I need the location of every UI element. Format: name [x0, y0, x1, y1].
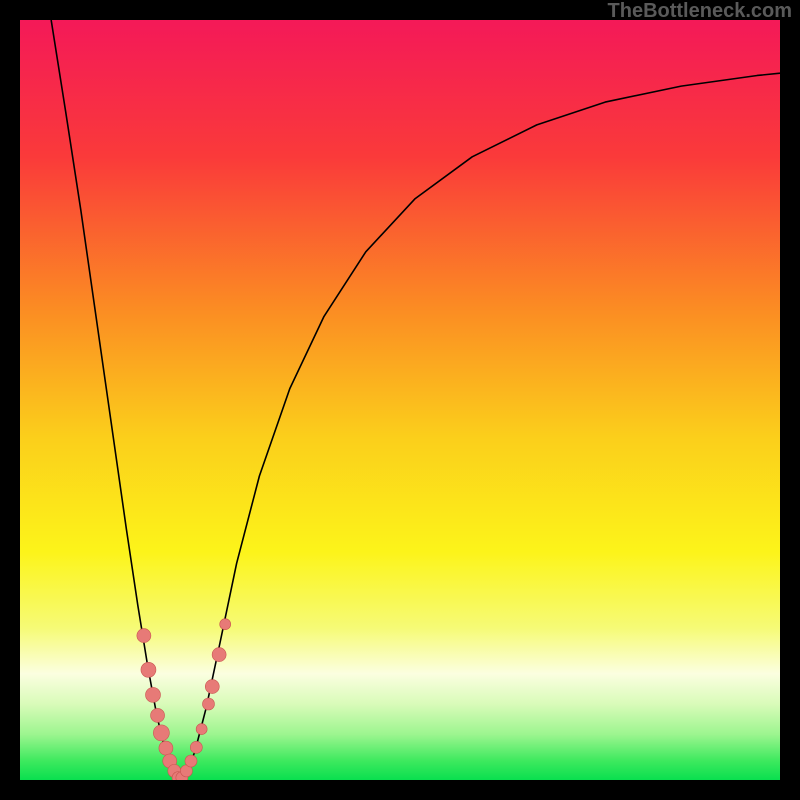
data-marker [141, 662, 156, 677]
chart-root: TheBottleneck.com [0, 0, 800, 800]
data-marker [205, 680, 219, 694]
data-marker [137, 629, 151, 643]
data-marker [196, 724, 207, 735]
data-marker [185, 755, 197, 767]
data-marker [202, 698, 214, 710]
data-marker [190, 741, 202, 753]
data-marker [146, 687, 161, 702]
data-marker [151, 708, 165, 722]
watermark-text: TheBottleneck.com [608, 0, 792, 22]
data-marker [159, 741, 173, 755]
chart-svg [0, 0, 800, 800]
data-marker [220, 619, 231, 630]
data-marker [153, 725, 169, 741]
gradient-background [20, 20, 780, 780]
data-marker [212, 648, 226, 662]
